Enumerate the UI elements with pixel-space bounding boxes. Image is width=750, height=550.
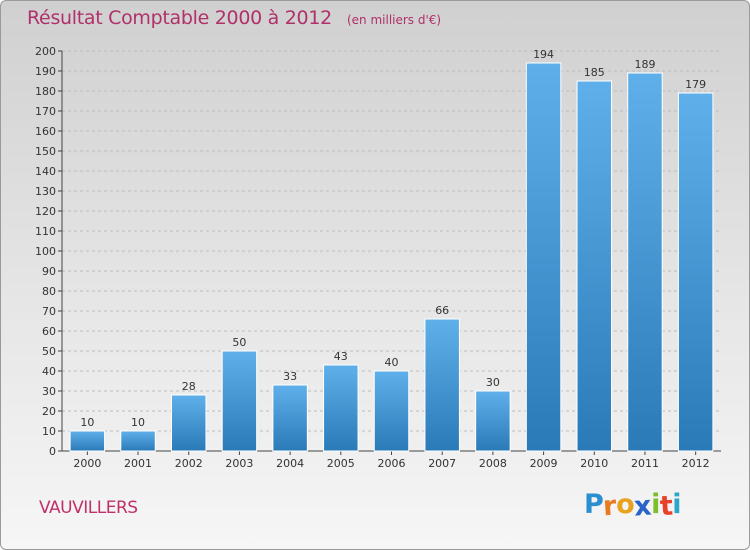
y-tick-label: 160 xyxy=(35,125,56,138)
chart-subtitle: (en milliers d'€) xyxy=(346,13,442,27)
bars xyxy=(69,62,714,452)
logo-letter: P xyxy=(584,489,604,520)
bar-chart: 0 10 20 30 40 50 60 70 80 90 100 110 120 130 140 150 160… xyxy=(35,45,721,470)
data-label: 43 xyxy=(334,350,348,363)
title-row: Résultat Comptable 2000 à 2012 (en milli… xyxy=(27,7,441,29)
y-tick-label: 50 xyxy=(42,345,56,358)
chart-title: Résultat Comptable 2000 à 2012 xyxy=(27,7,332,29)
y-tick-label: 40 xyxy=(42,365,56,378)
bar xyxy=(677,92,714,452)
y-tick-label: 30 xyxy=(42,385,56,398)
logo-letter: r xyxy=(602,490,618,523)
grid-lines xyxy=(62,50,721,432)
data-label: 10 xyxy=(80,416,94,429)
x-tick-label: 2011 xyxy=(631,457,659,470)
data-label: 40 xyxy=(385,356,399,369)
y-tick-label: 140 xyxy=(35,165,56,178)
x-tick-label: 2010 xyxy=(580,457,608,470)
y-tick-label: 90 xyxy=(42,265,56,278)
y-tick-label: 10 xyxy=(42,425,56,438)
y-tick-label: 200 xyxy=(35,45,56,58)
data-label: 28 xyxy=(182,380,196,393)
data-label: 10 xyxy=(131,416,145,429)
y-tick-label: 180 xyxy=(35,85,56,98)
y-tick-label: 130 xyxy=(35,185,56,198)
y-tick-label: 120 xyxy=(35,205,56,218)
x-tick-label: 2009 xyxy=(530,457,558,470)
y-tick-label: 190 xyxy=(35,65,56,78)
bar xyxy=(424,318,460,452)
x-tick-label: 2002 xyxy=(175,457,203,470)
x-tick-label: 2007 xyxy=(428,457,456,470)
x-tick-label: 2001 xyxy=(124,457,152,470)
y-tick-label: 60 xyxy=(42,325,56,338)
data-label: 30 xyxy=(486,376,500,389)
y-tick-label: 170 xyxy=(35,105,56,118)
bar xyxy=(525,62,562,452)
bar xyxy=(323,364,359,452)
x-tick-label: 2006 xyxy=(378,457,406,470)
bar xyxy=(221,350,258,452)
data-label: 185 xyxy=(584,66,605,79)
bar xyxy=(272,384,308,452)
bar xyxy=(576,80,613,452)
y-tick-label: 110 xyxy=(35,225,56,238)
y-tick-label: 20 xyxy=(42,405,56,418)
x-tick-label: 2008 xyxy=(479,457,507,470)
y-tick-label: 80 xyxy=(42,285,56,298)
bar xyxy=(120,430,156,452)
logo-letter: t xyxy=(658,490,674,523)
x-tick-label: 2012 xyxy=(682,457,710,470)
data-label: 189 xyxy=(634,58,655,71)
city-name: VAUVILLERS xyxy=(39,498,138,518)
y-tick-label: 70 xyxy=(42,305,56,318)
axes: 0 10 20 30 40 50 60 70 80 90 100 110 120 130 140 150 160… xyxy=(35,45,721,470)
y-tick-label: 150 xyxy=(35,145,56,158)
x-tick-label: 2003 xyxy=(225,457,253,470)
data-label: 194 xyxy=(533,48,554,61)
data-label: 66 xyxy=(435,304,449,317)
data-label: 179 xyxy=(685,78,706,91)
logo-letter: i xyxy=(672,489,682,520)
bar xyxy=(475,390,511,452)
x-tick-label: 2005 xyxy=(327,457,355,470)
data-label: 50 xyxy=(232,336,246,349)
bar xyxy=(170,394,207,452)
logo-letter: o xyxy=(616,489,635,520)
bar xyxy=(373,370,410,452)
y-tick-label: 0 xyxy=(49,445,56,458)
x-tick-label: 2000 xyxy=(73,457,101,470)
bar xyxy=(627,72,663,452)
x-tick-label: 2004 xyxy=(276,457,304,470)
bar xyxy=(69,430,106,452)
data-labels: 10 10 28 50 33 43 40 66 30 194 185 189 179 xyxy=(80,48,706,429)
y-tick-label: 100 xyxy=(35,245,56,258)
data-label: 33 xyxy=(283,370,297,383)
logo-letter: i xyxy=(651,489,660,520)
logo-letter: x xyxy=(633,490,653,523)
proxiti-logo: Proxiti xyxy=(584,489,682,523)
